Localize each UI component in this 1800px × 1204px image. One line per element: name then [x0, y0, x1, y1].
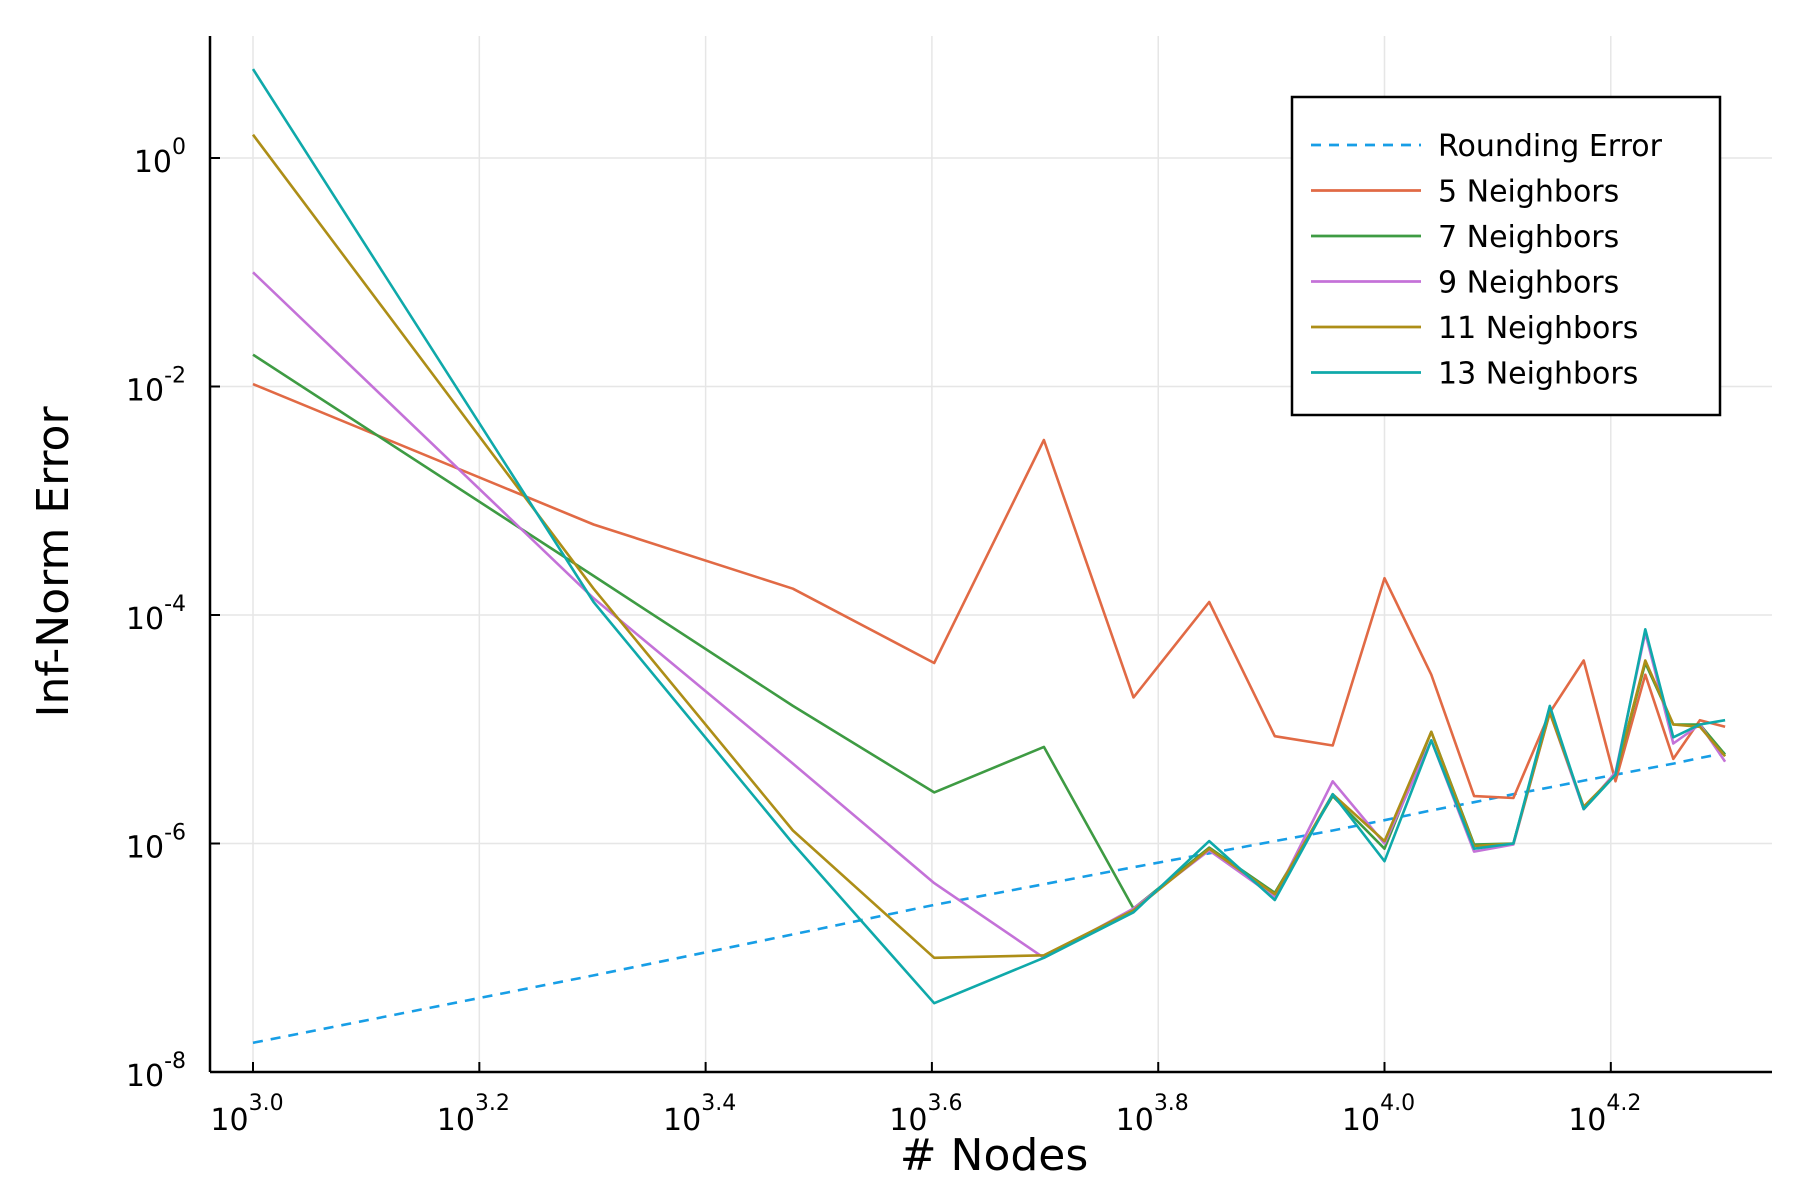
y-tick-label: 10-6: [126, 821, 186, 866]
legend-label: 5 Neighbors: [1438, 175, 1619, 210]
x-tick-label: 103.0: [210, 1091, 283, 1138]
y-axis-label: Inf-Norm Error: [28, 406, 79, 718]
x-tick-label: 103.8: [1116, 1091, 1189, 1138]
y-tick-label: 10-4: [126, 592, 186, 637]
series-line-11-neighbors: [251, 133, 1727, 960]
series-line-13-neighbors: [251, 68, 1726, 1005]
series-line-7-neighbors: [252, 353, 1727, 910]
legend-label: 7 Neighbors: [1438, 220, 1619, 255]
legend: Rounding Error 5 Neighbors 7 Neighbors 9 Ne…: [1290, 95, 1722, 417]
x-tick-label: 103.4: [663, 1091, 736, 1138]
x-tick-label: 104.2: [1568, 1091, 1641, 1138]
x-tick-label: 104.0: [1342, 1091, 1415, 1138]
legend-box: [1290, 95, 1722, 417]
series-line-5-neighbors: [252, 382, 1726, 800]
x-tick-label: 103.6: [889, 1091, 962, 1138]
y-tick-label: 100: [134, 135, 186, 180]
series-lines: [251, 68, 1727, 1045]
axes: 103.0 103.2 103.4 103.6 103.8 104.0 104.2 10-8 1…: [126, 36, 1772, 1138]
x-axis-label: # Nodes: [900, 1130, 1089, 1181]
legend-label: 13 Neighbors: [1438, 357, 1638, 392]
legend-label: 11 Neighbors: [1438, 311, 1638, 346]
legend-label: 9 Neighbors: [1438, 266, 1619, 301]
y-tick-label: 10-2: [126, 364, 186, 409]
series-line-rounding-error: [252, 751, 1726, 1045]
x-tick-label: 103.2: [437, 1091, 510, 1138]
y-tick-label: 10-8: [126, 1049, 186, 1094]
legend-label: Rounding Error: [1438, 129, 1663, 164]
